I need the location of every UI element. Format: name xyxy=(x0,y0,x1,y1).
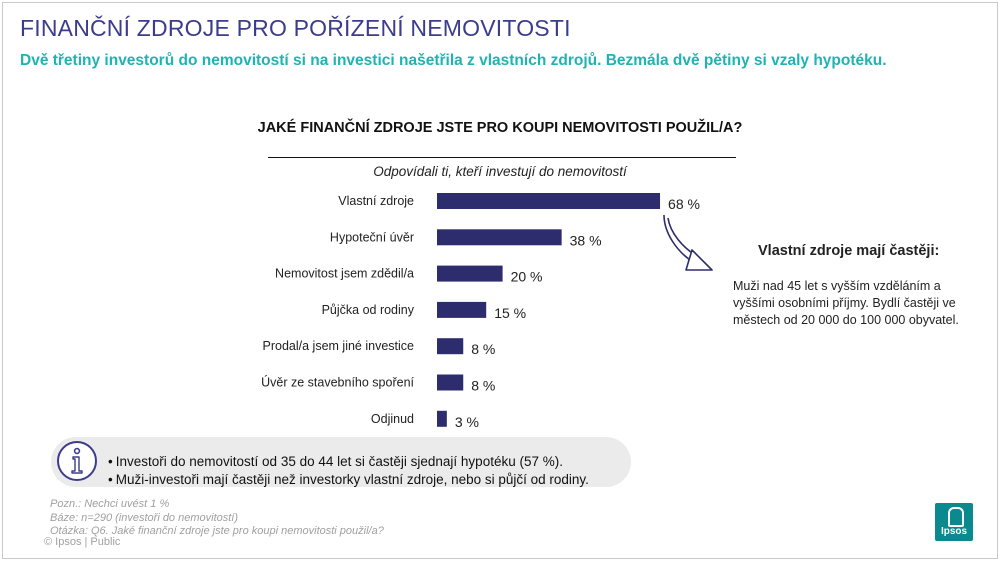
chart-question: JAKÉ FINANČNÍ ZDROJE JSTE PRO KOUPI NEMO… xyxy=(257,120,743,136)
respondents-note: Odpovídali ti, kteří investují do nemovi… xyxy=(373,164,627,179)
value-label: 3 % xyxy=(455,414,479,430)
logo-mark-icon xyxy=(948,507,964,527)
bar xyxy=(437,193,661,209)
category-label: Vlastní zdroje xyxy=(338,194,414,208)
note-question: Otázka: Q6. Jaké finanční zdroje jste pr… xyxy=(50,525,384,537)
callout-title: Vlastní zdroje mají častěji: xyxy=(758,243,940,259)
note-base: Báze: n=290 (investoři do nemovitostí) xyxy=(50,511,239,524)
value-label: 20 % xyxy=(511,269,543,285)
category-label: Hypoteční úvěr xyxy=(330,230,414,244)
value-label: 68 % xyxy=(668,196,700,212)
bar xyxy=(437,374,464,391)
footer-copyright: © Ipsos | Public xyxy=(44,536,121,548)
category-label: Půjčka od rodiny xyxy=(322,303,415,317)
page-subtitle: Dvě třetiny investorů do nemovitostí si … xyxy=(20,52,887,69)
info-bullet: Investoři do nemovitostí od 35 do 44 let… xyxy=(108,453,589,471)
bar xyxy=(437,229,562,246)
notes-block: Pozn.: Nechci uvést 1 % Báze: n=290 (inv… xyxy=(50,498,384,539)
value-label: 8 % xyxy=(471,378,495,394)
category-label: Úvěr ze stavebního spoření xyxy=(261,375,414,390)
bars-group: Vlastní zdroje 68 % Hypoteční úvěr 38 % Nemo… xyxy=(261,193,700,430)
ipsos-logo: Ipsos xyxy=(935,503,973,541)
page-title: FINANČNÍ ZDROJE PRO POŘÍZENÍ NEMOVITOSTI xyxy=(20,15,571,41)
value-label: 38 % xyxy=(570,232,602,248)
info-bullet-list: Investoři do nemovitostí od 35 do 44 let… xyxy=(108,453,589,489)
category-label: Nemovitost jsem zdědil/a xyxy=(275,267,414,281)
question-divider xyxy=(268,157,736,158)
info-bullet: Muži-investoři mají častěji než investor… xyxy=(108,471,589,489)
value-label: 8 % xyxy=(471,341,495,357)
logo-text: Ipsos xyxy=(940,526,968,537)
note-exclusion: Pozn.: Nechci uvést 1 % xyxy=(50,498,170,510)
bar xyxy=(437,410,447,427)
category-label: Prodal/a jsem jiné investice xyxy=(263,339,415,353)
value-label: 15 % xyxy=(494,305,526,321)
bar xyxy=(437,338,464,355)
callout-arrow xyxy=(663,214,713,271)
category-label: Odjinud xyxy=(371,412,414,426)
callout-body: Muži nad 45 let s vyšším vzděláním a vyš… xyxy=(733,279,959,327)
info-icon xyxy=(57,441,97,481)
bar xyxy=(437,301,487,318)
bar xyxy=(437,265,503,282)
